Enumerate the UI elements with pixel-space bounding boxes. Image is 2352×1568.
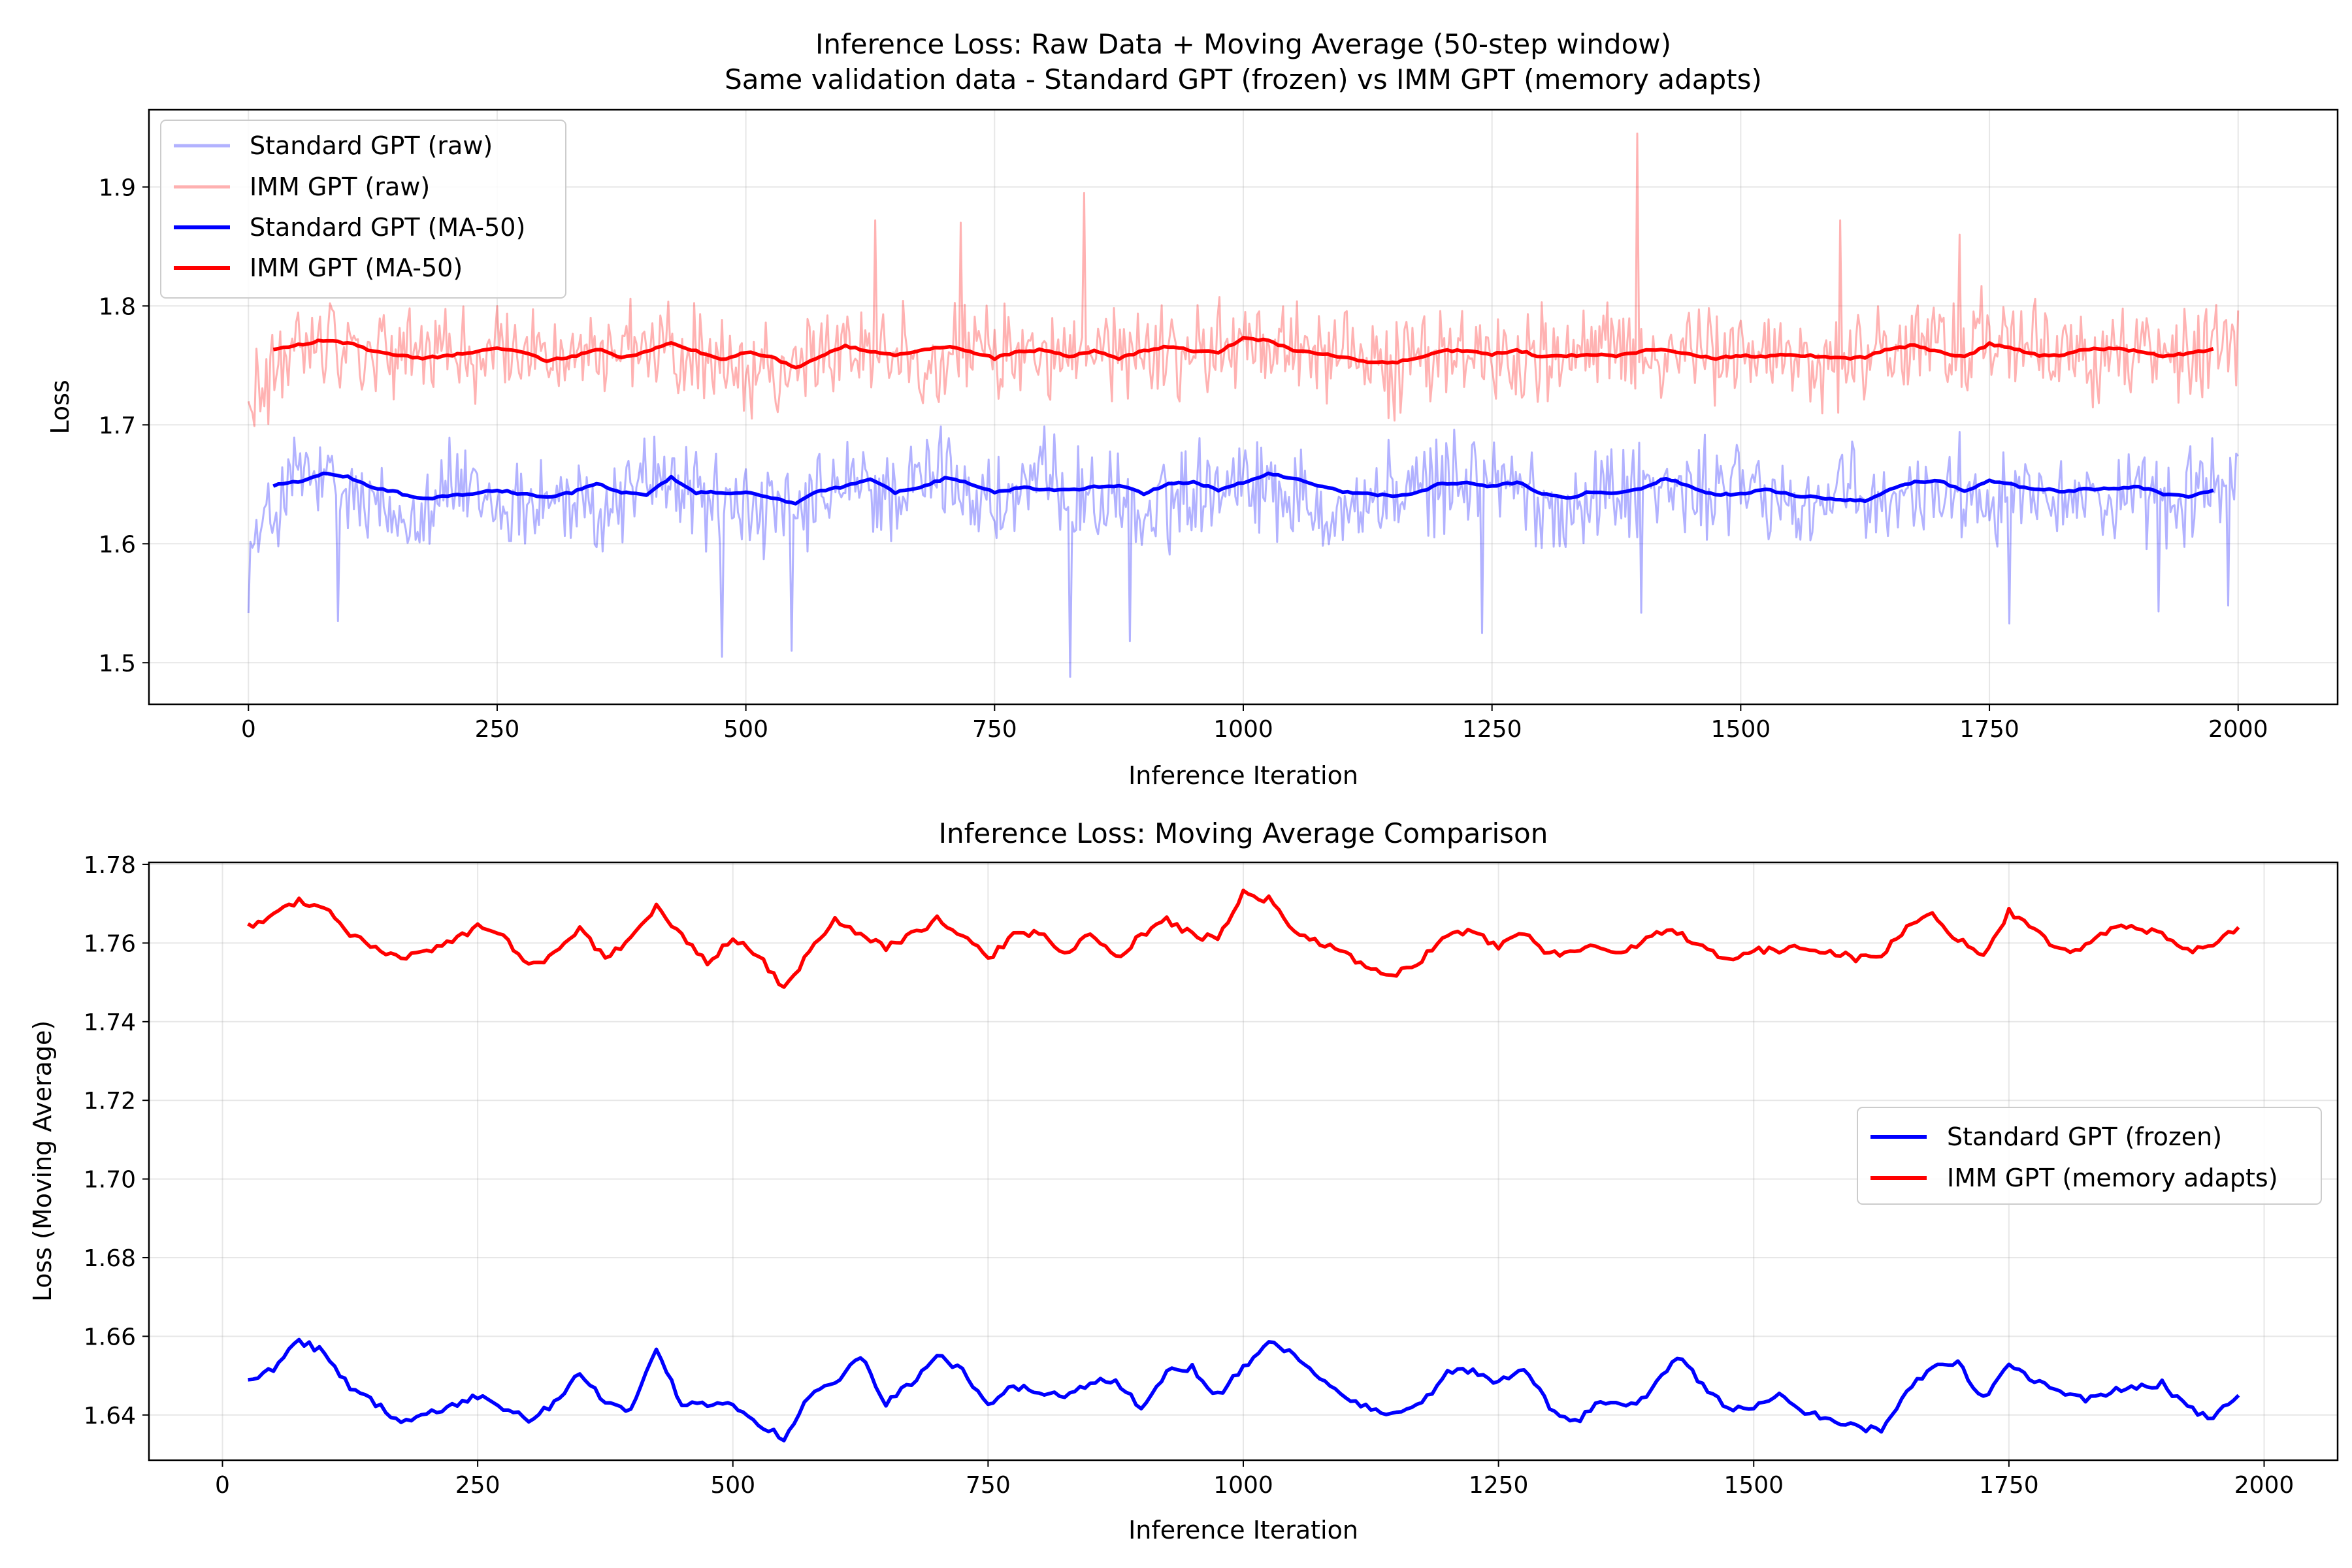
- x-tick-label: 250: [475, 716, 520, 743]
- y-tick-label: 1.68: [84, 1245, 136, 1272]
- x-tick-label: 2000: [2234, 1472, 2295, 1499]
- top-chart-ylabel: Loss: [46, 380, 74, 434]
- top-chart-xlabel: Inference Iteration: [1128, 761, 1358, 790]
- bottom-chart-legend: Standard GPT (frozen) IMM GPT (memory ad…: [1857, 1107, 2322, 1205]
- x-tick-label: 2000: [2208, 716, 2268, 743]
- x-tick-label: 250: [455, 1472, 500, 1499]
- top-chart-grid: [149, 110, 2338, 704]
- x-tick-label: 1250: [1469, 1472, 1529, 1499]
- bottom-chart-title: Inference Loss: Moving Average Compariso…: [939, 817, 1548, 849]
- legend-label-imm-raw: IMM GPT (raw): [250, 172, 430, 201]
- bottom-chart-series: [247, 889, 2240, 1443]
- x-tick-label: 1000: [1213, 1472, 1273, 1499]
- top-chart-title: Inference Loss: Raw Data + Moving Averag…: [815, 28, 1671, 60]
- series-line-1-0: [248, 1337, 2240, 1443]
- top-chart-ticks: 0 250 500 750 1000 1250 1500 1750 2000 1.5 1.6 1.7 1…: [99, 174, 2268, 743]
- x-tick-label: 500: [710, 1472, 755, 1499]
- series-line-0-2: [272, 471, 2214, 506]
- y-tick-label: 1.6: [99, 531, 136, 558]
- x-tick-label: 750: [966, 1472, 1011, 1499]
- top-chart: Inference Loss: Raw Data + Moving Averag…: [46, 28, 2339, 790]
- bottom-chart-ylabel: Loss (Moving Average): [28, 1021, 57, 1302]
- bottom-legend-box: [1857, 1107, 2322, 1205]
- x-tick-label: 500: [723, 716, 768, 743]
- y-tick-label: 1.64: [84, 1403, 136, 1429]
- x-tick-label: 750: [972, 716, 1017, 743]
- bottom-chart-xlabel: Inference Iteration: [1128, 1516, 1358, 1544]
- series-line-0-0: [247, 425, 2239, 678]
- top-chart-subtitle: Same validation data - Standard GPT (fro…: [725, 63, 1762, 95]
- x-tick-label: 1500: [1723, 1472, 1784, 1499]
- y-tick-label: 1.9: [99, 174, 136, 201]
- bottom-chart-ticks: 0 250 500 750 1000 1250 1500 1750 2000 1.64 1.66 1.…: [84, 852, 2294, 1499]
- y-tick-label: 1.7: [99, 412, 136, 439]
- y-tick-label: 1.70: [84, 1167, 136, 1194]
- y-tick-label: 1.76: [84, 930, 136, 957]
- x-tick-label: 1250: [1462, 716, 1522, 743]
- legend-label-standard-raw: Standard GPT (raw): [250, 131, 493, 160]
- legend-label-imm-adapts: IMM GPT (memory adapts): [1947, 1164, 2278, 1192]
- legend-label-standard-frozen: Standard GPT (frozen): [1947, 1122, 2222, 1151]
- legend-label-standard-ma: Standard GPT (MA-50): [250, 213, 525, 242]
- top-chart-legend: Standard GPT (raw) IMM GPT (raw) Standar…: [160, 120, 566, 299]
- y-tick-label: 1.78: [84, 852, 136, 879]
- y-tick-label: 1.72: [84, 1088, 136, 1115]
- top-chart-series: [247, 132, 2240, 678]
- top-legend-box: [160, 120, 566, 299]
- series-line-0-3: [272, 336, 2214, 370]
- x-tick-label: 0: [215, 1472, 230, 1499]
- bottom-chart: Inference Loss: Moving Average Compariso…: [28, 817, 2339, 1544]
- series-line-1-1: [247, 889, 2240, 989]
- x-tick-label: 1500: [1711, 716, 1771, 743]
- y-tick-label: 1.5: [99, 650, 136, 677]
- y-tick-label: 1.74: [84, 1009, 136, 1036]
- x-tick-label: 1750: [1979, 1472, 2039, 1499]
- x-tick-label: 0: [241, 716, 256, 743]
- y-tick-label: 1.8: [99, 293, 136, 320]
- x-tick-label: 1000: [1213, 716, 1273, 743]
- legend-label-imm-ma: IMM GPT (MA-50): [250, 253, 463, 282]
- x-tick-label: 1750: [1959, 716, 2019, 743]
- y-tick-label: 1.66: [84, 1324, 136, 1350]
